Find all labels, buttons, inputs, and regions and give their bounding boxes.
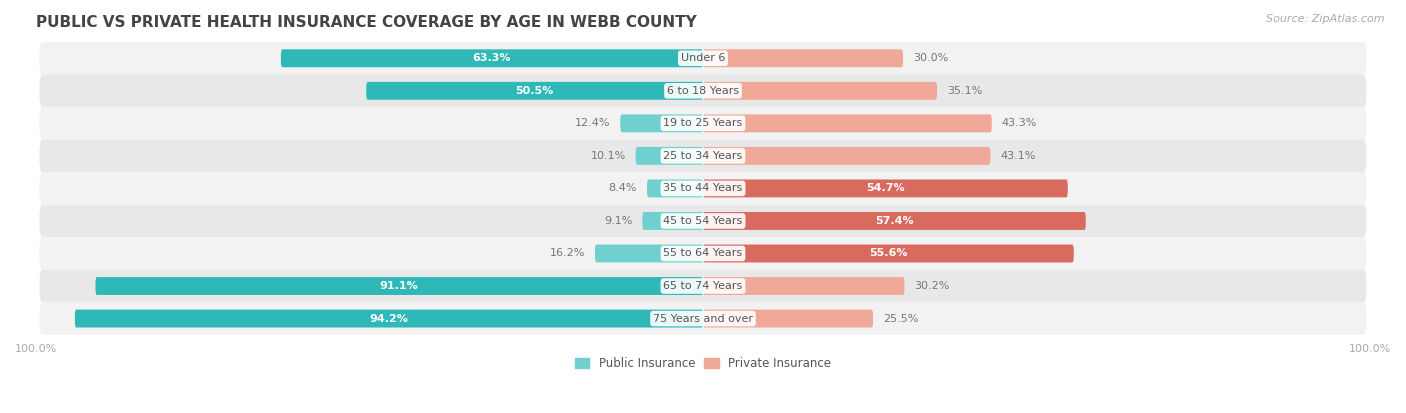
Text: PUBLIC VS PRIVATE HEALTH INSURANCE COVERAGE BY AGE IN WEBB COUNTY: PUBLIC VS PRIVATE HEALTH INSURANCE COVER…	[37, 15, 697, 30]
FancyBboxPatch shape	[39, 75, 1367, 107]
FancyBboxPatch shape	[595, 244, 703, 262]
Text: 25 to 34 Years: 25 to 34 Years	[664, 151, 742, 161]
FancyBboxPatch shape	[703, 147, 990, 165]
Text: 63.3%: 63.3%	[472, 53, 512, 63]
Text: 30.0%: 30.0%	[912, 53, 948, 63]
FancyBboxPatch shape	[703, 49, 903, 67]
Text: 12.4%: 12.4%	[575, 119, 610, 128]
Text: 45 to 54 Years: 45 to 54 Years	[664, 216, 742, 226]
FancyBboxPatch shape	[703, 114, 991, 132]
Text: 35.1%: 35.1%	[948, 86, 983, 96]
FancyBboxPatch shape	[620, 114, 703, 132]
Text: 9.1%: 9.1%	[605, 216, 633, 226]
FancyBboxPatch shape	[643, 212, 703, 230]
Text: 43.1%: 43.1%	[1001, 151, 1036, 161]
Text: 57.4%: 57.4%	[875, 216, 914, 226]
FancyBboxPatch shape	[39, 107, 1367, 140]
Text: 43.3%: 43.3%	[1001, 119, 1038, 128]
Text: 54.7%: 54.7%	[866, 183, 904, 193]
Text: 19 to 25 Years: 19 to 25 Years	[664, 119, 742, 128]
Text: 8.4%: 8.4%	[609, 183, 637, 193]
FancyBboxPatch shape	[703, 180, 1067, 197]
FancyBboxPatch shape	[703, 244, 1074, 262]
FancyBboxPatch shape	[39, 42, 1367, 75]
FancyBboxPatch shape	[39, 205, 1367, 237]
Text: 25.5%: 25.5%	[883, 313, 918, 323]
Legend: Public Insurance, Private Insurance: Public Insurance, Private Insurance	[571, 352, 835, 375]
FancyBboxPatch shape	[39, 270, 1367, 302]
Text: 50.5%: 50.5%	[516, 86, 554, 96]
FancyBboxPatch shape	[703, 310, 873, 328]
Text: 55.6%: 55.6%	[869, 249, 908, 259]
FancyBboxPatch shape	[96, 277, 703, 295]
Text: 35 to 44 Years: 35 to 44 Years	[664, 183, 742, 193]
Text: Under 6: Under 6	[681, 53, 725, 63]
FancyBboxPatch shape	[703, 212, 1085, 230]
Text: Source: ZipAtlas.com: Source: ZipAtlas.com	[1267, 14, 1385, 24]
Text: 6 to 18 Years: 6 to 18 Years	[666, 86, 740, 96]
Text: 75 Years and over: 75 Years and over	[652, 313, 754, 323]
FancyBboxPatch shape	[703, 277, 904, 295]
FancyBboxPatch shape	[39, 172, 1367, 205]
FancyBboxPatch shape	[281, 49, 703, 67]
FancyBboxPatch shape	[75, 310, 703, 328]
Text: 91.1%: 91.1%	[380, 281, 419, 291]
FancyBboxPatch shape	[366, 82, 703, 100]
Text: 55 to 64 Years: 55 to 64 Years	[664, 249, 742, 259]
Text: 65 to 74 Years: 65 to 74 Years	[664, 281, 742, 291]
Text: 10.1%: 10.1%	[591, 151, 626, 161]
FancyBboxPatch shape	[636, 147, 703, 165]
FancyBboxPatch shape	[39, 140, 1367, 172]
FancyBboxPatch shape	[39, 302, 1367, 335]
FancyBboxPatch shape	[703, 82, 936, 100]
FancyBboxPatch shape	[39, 237, 1367, 270]
Text: 30.2%: 30.2%	[914, 281, 950, 291]
FancyBboxPatch shape	[647, 180, 703, 197]
Text: 94.2%: 94.2%	[370, 313, 408, 323]
Text: 16.2%: 16.2%	[550, 249, 585, 259]
